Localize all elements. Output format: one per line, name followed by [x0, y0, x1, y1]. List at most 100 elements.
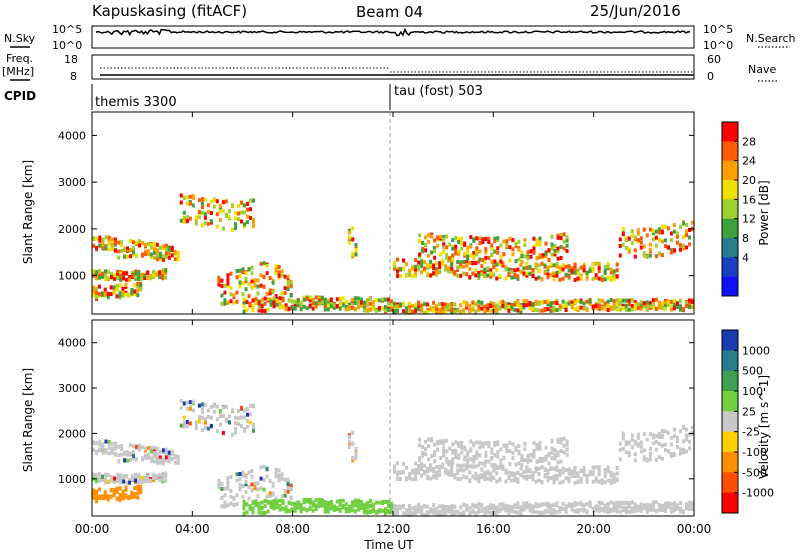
- velocity-cell: [688, 500, 691, 505]
- velocity-cell: [633, 439, 637, 444]
- velocity-cell: [95, 474, 98, 479]
- power-cell: [254, 301, 258, 305]
- velocity-cell: [499, 458, 503, 463]
- velocity-cell: [188, 400, 192, 405]
- velocity-cell: [501, 465, 505, 470]
- velocity-cell: [642, 448, 646, 453]
- power-cell: [682, 221, 685, 226]
- power-cell: [423, 266, 427, 271]
- power-cell: [423, 260, 427, 265]
- velocity-cell: [486, 505, 490, 510]
- velocity-cell: [226, 476, 230, 481]
- velocity-cell: [170, 451, 174, 456]
- power-cell: [438, 310, 442, 315]
- velocity-cell: [161, 477, 165, 482]
- velocity-cell: [558, 506, 562, 510]
- velocity-cell: [432, 510, 436, 515]
- power-cell: [120, 248, 124, 253]
- power-cell: [639, 240, 643, 245]
- power-cell: [120, 239, 124, 244]
- velocity-cell: [654, 508, 658, 513]
- power-cell: [508, 236, 512, 241]
- power-cell: [633, 248, 637, 253]
- velocity-cell: [505, 443, 509, 448]
- velocity-cell: [660, 508, 664, 512]
- power-cell: [454, 248, 458, 252]
- power-cell: [226, 273, 230, 278]
- power-cell: [672, 229, 676, 234]
- power-cell: [242, 304, 246, 309]
- velocity-cell: [115, 490, 119, 494]
- velocity-cell: [220, 496, 224, 500]
- power-cell: [546, 272, 550, 277]
- velocity-cell: [399, 504, 402, 509]
- power-cell: [540, 261, 544, 266]
- velocity-cell: [441, 512, 445, 516]
- velocity-cell: [609, 500, 613, 505]
- velocity-cell: [338, 498, 342, 503]
- velocity-cell: [552, 480, 556, 485]
- velocity-cell: [374, 500, 378, 505]
- velocity-cell: [426, 466, 430, 471]
- power-cell: [552, 271, 556, 276]
- velocity-cell: [161, 457, 165, 462]
- velocity-cell: [283, 488, 287, 493]
- velocity-cell: [535, 446, 539, 451]
- power-cell: [103, 287, 107, 292]
- power-cell: [262, 284, 266, 289]
- colorbar-segment: [722, 180, 738, 200]
- power-cell: [252, 219, 255, 224]
- power-cell: [450, 266, 454, 271]
- power-cell: [268, 276, 272, 280]
- velocity-cell: [523, 442, 527, 446]
- power-cell: [639, 236, 643, 241]
- velocity-cell: [499, 463, 503, 467]
- velocity-cell: [484, 454, 488, 458]
- velocity-cell: [639, 440, 643, 445]
- power-cell: [109, 285, 113, 290]
- power-cell: [130, 288, 134, 292]
- power-cell: [347, 306, 351, 311]
- velocity-cell: [226, 503, 230, 508]
- velocity-cell: [92, 447, 95, 452]
- power-cell: [194, 218, 198, 223]
- velocity-cell: [685, 437, 688, 442]
- velocity-cell: [657, 504, 661, 509]
- power-cell: [218, 218, 222, 222]
- velocity-cell: [450, 504, 454, 509]
- power-cell: [320, 295, 324, 300]
- power-cell: [513, 268, 517, 273]
- velocity-cell: [104, 439, 108, 444]
- velocity-cell: [624, 442, 628, 447]
- velocity-cell: [460, 450, 464, 455]
- power-cell: [582, 268, 586, 273]
- velocity-cell: [393, 511, 396, 516]
- power-cell: [517, 247, 521, 252]
- velocity-cell: [275, 501, 279, 506]
- power-cell: [553, 248, 557, 253]
- power-cell: [546, 299, 550, 304]
- velocity-cell: [682, 439, 685, 444]
- power-cell: [149, 242, 153, 247]
- velocity-cell: [484, 441, 488, 446]
- velocity-cell: [564, 505, 568, 510]
- velocity-cell: [158, 449, 162, 454]
- velocity-cell: [466, 453, 470, 458]
- velocity-cell: [240, 424, 243, 429]
- velocity-cell: [161, 473, 165, 478]
- power-cell: [565, 249, 569, 253]
- power-cell: [122, 271, 126, 276]
- velocity-cell: [229, 488, 233, 493]
- velocity-cell: [552, 510, 556, 515]
- velocity-cell: [344, 507, 348, 511]
- power-cell: [113, 276, 117, 281]
- power-cell: [289, 293, 293, 298]
- velocity-cell: [447, 469, 451, 474]
- velocity-cell: [344, 509, 348, 514]
- power-cell: [633, 300, 637, 305]
- power-cell: [660, 239, 664, 244]
- power-cell: [308, 295, 312, 300]
- velocity-cell: [432, 503, 436, 508]
- velocity-cell: [510, 478, 514, 483]
